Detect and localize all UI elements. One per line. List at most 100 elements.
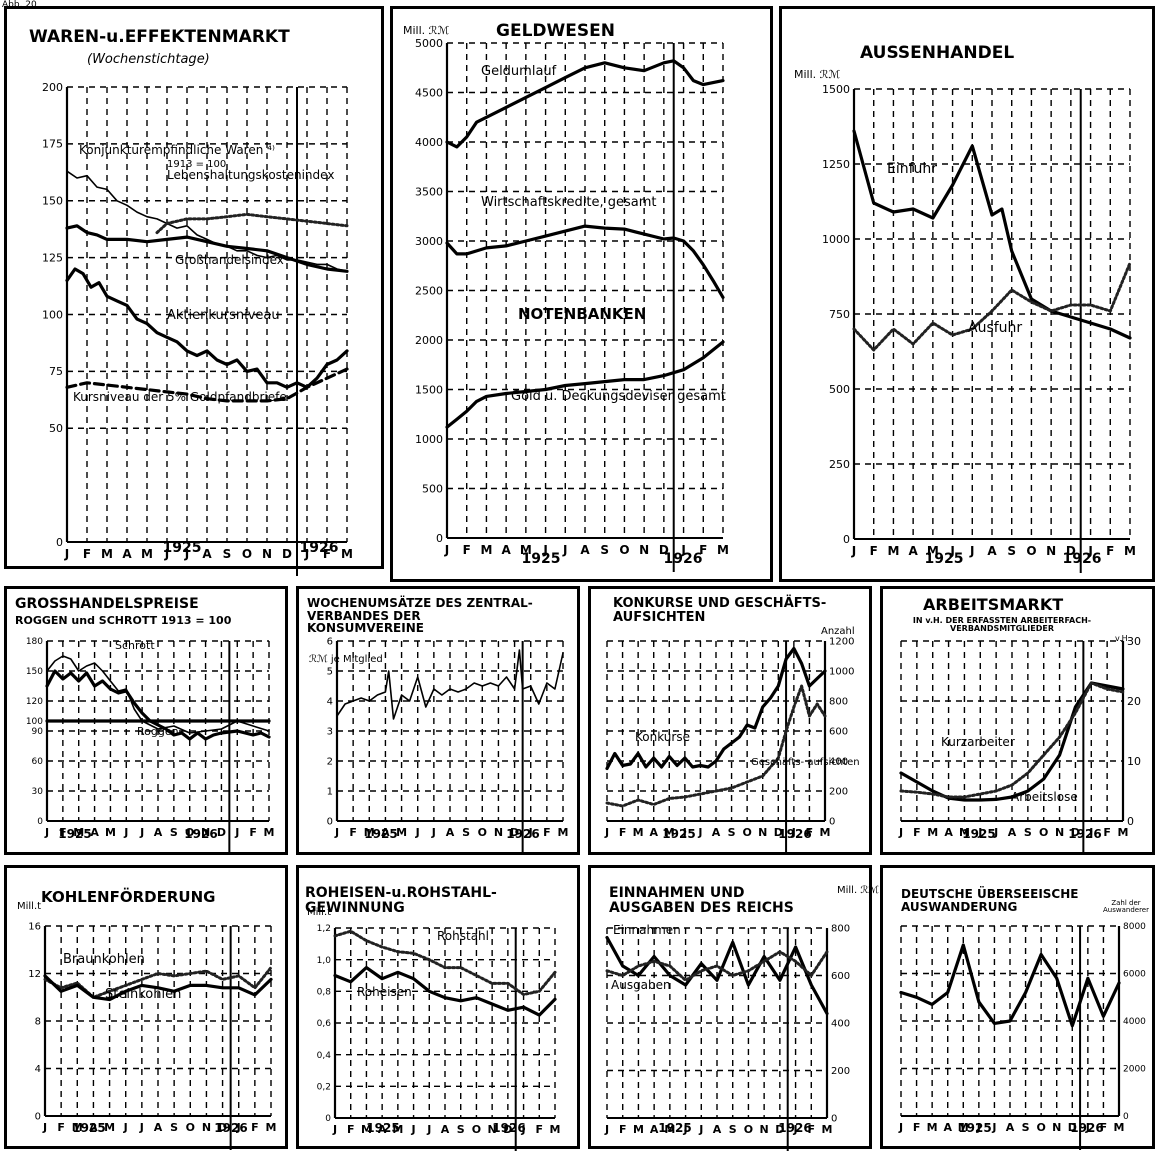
x-tick-label: J: [139, 1121, 144, 1134]
year-label: 1926: [492, 1121, 525, 1135]
y-tick-label: 8: [35, 1017, 41, 1028]
y-tick-label: 0: [1123, 1112, 1129, 1122]
y-tick-label: 4500: [415, 86, 443, 99]
x-tick-label: A: [202, 547, 212, 561]
y-tick-label: 16: [28, 922, 41, 933]
chart-title: AUSSENHANDEL: [860, 43, 1015, 63]
x-tick-label: O: [1039, 826, 1048, 839]
x-tick-label: O: [242, 547, 252, 561]
series-line: [155, 212, 349, 235]
y-tick-label: 0: [37, 817, 43, 827]
x-tick-label: J: [976, 1121, 981, 1134]
x-tick-label: F: [806, 826, 814, 839]
x-tick-label: A: [649, 826, 658, 839]
y-tick-label: 175: [42, 138, 63, 151]
x-tick-label: M: [264, 826, 275, 839]
x-tick-label: N: [639, 543, 649, 557]
y-tick-label: 75: [49, 365, 63, 378]
year-label: 1925: [958, 1121, 991, 1135]
y-tick-label: 1000: [829, 667, 854, 678]
x-tick-label: J: [1088, 826, 1093, 839]
y-tick-label: 6: [327, 637, 333, 648]
y-tick-label: 6000: [1123, 970, 1146, 980]
chart-title: EINNAHMEN UND AUSGABEN DES REICHS: [609, 885, 794, 916]
chart-einnahmen-ausgaben: EINNAHMEN UND AUSGABEN DES REICHS Mill. ℛ…: [588, 865, 879, 1151]
y-tick-label: 60: [32, 757, 44, 767]
x-tick-label: M: [72, 1121, 83, 1134]
y-tick-label: 180: [26, 637, 43, 647]
x-tick-label: F: [699, 543, 707, 557]
y-tick-label: 3: [327, 727, 333, 738]
x-tick-label: S: [728, 826, 736, 839]
y-tick-label: 1250: [822, 158, 850, 171]
chart-title: WOCHENUMSÄTZE DES ZENTRAL- VERBANDES DER…: [307, 596, 533, 636]
x-tick-label: M: [396, 826, 407, 839]
y-tick-label: 2000: [1123, 1065, 1146, 1075]
series-annotation: Kurzarbeiter: [941, 735, 1015, 749]
y-tick-label: 90: [32, 727, 44, 737]
y-tick-label: 1000: [822, 233, 850, 246]
x-tick-label: A: [943, 1121, 952, 1134]
series-annotation: 1913 = 100: [167, 159, 226, 170]
x-tick-label: O: [478, 826, 487, 839]
x-tick-label: N: [262, 547, 272, 561]
series-annotation: Konkurse: [635, 730, 690, 744]
chart-unit: Mill. ℛℳ: [837, 885, 879, 896]
y-tick-label: 50: [49, 422, 63, 435]
y-tick-label: 200: [829, 787, 848, 798]
series-annotation: Steinkohlen: [105, 987, 181, 1002]
chart-title: KONKURSE UND GESCHÄFTS- AUFSICHTEN: [613, 596, 827, 625]
x-tick-label: A: [1008, 826, 1017, 839]
y-tick-label: 0: [843, 533, 850, 546]
x-tick-label: M: [633, 1123, 644, 1136]
x-tick-label: F: [59, 826, 67, 839]
y-tick-label: 1,2: [317, 924, 331, 934]
y-tick-label: 3500: [415, 185, 443, 198]
x-tick-label: O: [1026, 544, 1036, 558]
y-tick-label: 0: [325, 1114, 331, 1124]
x-tick-label: J: [426, 1123, 431, 1136]
x-tick-label: N: [1052, 1121, 1061, 1134]
x-tick-label: F: [83, 547, 91, 561]
year-label: 1925: [72, 1121, 105, 1135]
y-tick-label: 2000: [415, 334, 443, 347]
series-line: [605, 684, 827, 808]
x-tick-label: F: [619, 826, 627, 839]
x-tick-label: J: [42, 1121, 47, 1134]
y-tick-label: 600: [829, 727, 848, 738]
series-annotation: Wirtschaftskredite, gesamt: [481, 195, 657, 210]
y-tick-label: 0: [829, 817, 835, 828]
x-tick-label: D: [217, 826, 226, 839]
year-label: 1926: [1070, 1121, 1103, 1135]
x-tick-label: A: [1006, 1121, 1015, 1134]
year-label: 1926: [300, 540, 339, 556]
year-label: 1925: [962, 827, 995, 841]
year-label: 1926: [506, 827, 539, 841]
y-tick-label: 1200: [829, 637, 854, 648]
y-tick-label: 30: [32, 787, 44, 797]
y-tick-label: 4000: [1123, 1017, 1146, 1027]
y-tick-label: 800: [831, 924, 850, 935]
x-tick-label: A: [446, 826, 455, 839]
chart-auswanderung: DEUTSCHE ÜBERSEEISCHE AUSWANDERUNG Zahl d…: [880, 865, 1155, 1150]
x-tick-label: J: [44, 826, 49, 839]
x-tick-label: D: [503, 1123, 512, 1136]
x-tick-label: J: [444, 543, 449, 557]
x-tick-label: A: [650, 1123, 659, 1136]
x-tick-label: M: [822, 1123, 833, 1136]
x-tick-label: D: [1068, 1121, 1077, 1134]
series-line: [45, 669, 271, 741]
series-annotation: Rohstahl: [437, 929, 489, 943]
y-tick-label: 750: [829, 308, 850, 321]
x-tick-label: N: [758, 826, 767, 839]
y-tick-label: 10: [1127, 755, 1141, 768]
chart-title: DEUTSCHE ÜBERSEEISCHE AUSWANDERUNG: [901, 887, 1079, 914]
x-tick-label: N: [1055, 826, 1064, 839]
x-tick-label: O: [472, 1123, 481, 1136]
series-annotation: Braunkohlen: [63, 952, 145, 967]
x-tick-label: J: [184, 547, 189, 561]
x-tick-label: J: [683, 1123, 688, 1136]
